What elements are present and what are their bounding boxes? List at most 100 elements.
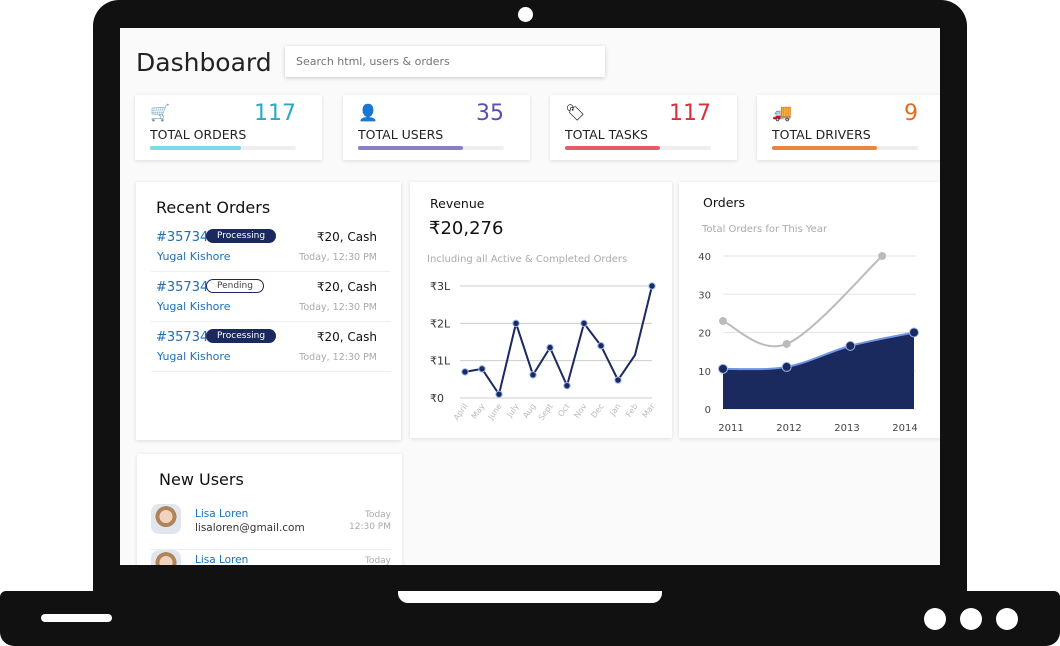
data-point [597,342,605,350]
x-tick-label: April [452,402,470,422]
x-tick-label: Feb [624,402,640,419]
status-badge: Processing [206,229,277,243]
customer-name[interactable]: Yugal Kishore [157,250,231,263]
y-tick-label: ₹2L [430,317,451,330]
user-time: 12:30 PM [349,522,391,532]
new-users-card: New Users Lisa Loren lisaloren@gmail.com… [137,454,402,565]
user-row[interactable]: Lisa Loren lisaloren@gmail.com Today 12:… [151,504,391,550]
data-point [614,376,622,384]
y-tick-label: ₹3L [430,280,451,293]
x-tick-label: Sept [537,402,555,422]
stat-progress [358,146,504,150]
data-point [512,319,520,328]
y-tick-label: ₹0 [430,392,444,405]
user-name[interactable]: Lisa Loren [195,554,249,565]
user-email: lisaloren@gmail.com [195,522,305,534]
data-point [546,343,554,352]
y-tick-label: 40 [698,252,711,263]
orders-chart: 0 10 20 30 40 2011 2012 2013 2014 [698,252,919,434]
revenue-card: Revenue ₹20,276 Including all Active & C… [410,182,672,438]
x-tick-label: Jan [608,402,623,418]
x-tick-label: 2013 [834,423,859,434]
laptop-light [996,608,1018,630]
orders-area-line [722,331,915,371]
stat-label: TOTAL USERS [358,127,444,142]
y-tick-label: ₹1L [430,355,451,368]
data-point [909,327,919,338]
x-tick-label: 2011 [718,423,743,434]
search-input[interactable] [285,46,605,77]
data-point [461,368,469,376]
order-id[interactable]: #35734 [156,280,209,295]
x-tick-label: June [486,402,504,422]
y-tick-label: 10 [698,367,711,378]
stat-value: 35 [476,101,504,126]
orders-subtitle: Total Orders for This Year [702,224,828,235]
orders-card: Orders Total Orders for This Year 0 10 20 3… [679,182,940,438]
order-id[interactable]: #35734 [156,330,209,345]
status-badge: Processing [206,329,277,343]
stat-card: 🏷 117 TOTAL TASKS [550,95,737,160]
data-point [719,317,727,326]
user-row[interactable]: Lisa Loren Today [151,550,391,565]
data-point [781,361,792,372]
revenue-chart: ₹0 ₹1L ₹2L ₹3L April May June July Aug Sept Oct Nov… [430,280,657,422]
stat-progress [772,146,918,150]
stat-value: 9 [904,101,918,126]
x-tick-label: May [470,402,487,421]
user-day: Today [364,510,391,520]
stat-progress [565,146,711,150]
data-point [782,339,791,348]
data-point [495,390,503,398]
avatar [151,504,181,534]
order-row[interactable]: #35734 Processing ₹20, Cash Yugal Kishor… [151,222,391,272]
laptop-light [924,608,946,630]
data-point [845,340,856,351]
card-title: Revenue [430,196,485,211]
order-row[interactable]: #35734 Processing ₹20, Cash Yugal Kishor… [151,322,391,372]
revenue-total: ₹20,276 [429,218,504,239]
card-title: New Users [159,470,244,489]
orders-area [723,332,914,409]
data-point [718,363,728,374]
data-point [563,381,571,390]
data-point [529,371,537,379]
order-amount: ₹20, Cash [316,280,377,294]
order-time: Today, 12:30 PM [299,302,377,313]
stat-label: TOTAL TASKS [565,127,648,142]
user-icon: 👤 [358,103,378,122]
order-id[interactable]: #35734 [156,230,209,245]
stat-value: 117 [254,101,296,126]
customer-name[interactable]: Yugal Kishore [157,350,231,363]
laptop-light [960,608,982,630]
order-row[interactable]: #35734 Pending ₹20, Cash Yugal Kishore T… [151,272,391,322]
stat-label: TOTAL ORDERS [150,127,247,142]
stat-progress [150,146,296,150]
stat-card: 🚚 9 TOTAL DRIVERS [757,95,940,160]
x-tick-label: 2012 [776,423,801,434]
y-tick-label: 20 [698,329,711,340]
stat-card: 🛒 117 TOTAL ORDERS [135,95,322,160]
recent-orders-card: Recent Orders #35734 Processing ₹20, Cas… [136,182,401,440]
data-point [478,365,486,373]
cart-icon: 🛒 [150,103,170,122]
x-tick-label: Nov [572,402,588,420]
stat-card: 👤 35 TOTAL USERS [343,95,530,160]
order-time: Today, 12:30 PM [299,352,377,363]
x-tick-label: Oct [556,402,571,419]
data-point [648,282,656,290]
laptop-notch [398,591,662,603]
laptop-slot [41,614,112,622]
order-amount: ₹20, Cash [316,330,377,344]
customer-name[interactable]: Yugal Kishore [157,300,231,313]
user-name[interactable]: Lisa Loren [195,508,249,520]
order-time: Today, 12:30 PM [299,252,377,263]
tag-icon: 🏷 [565,103,586,122]
card-title: Recent Orders [156,198,271,217]
status-badge: Pending [206,279,264,293]
revenue-line [464,285,653,397]
dashboard-screen: Dashboard 🛒 117 TOTAL ORDERS 👤 35 TOTAL … [120,28,940,565]
x-tick-label: Aug [521,402,537,420]
data-point [878,252,887,260]
page-title: Dashboard [136,48,272,77]
